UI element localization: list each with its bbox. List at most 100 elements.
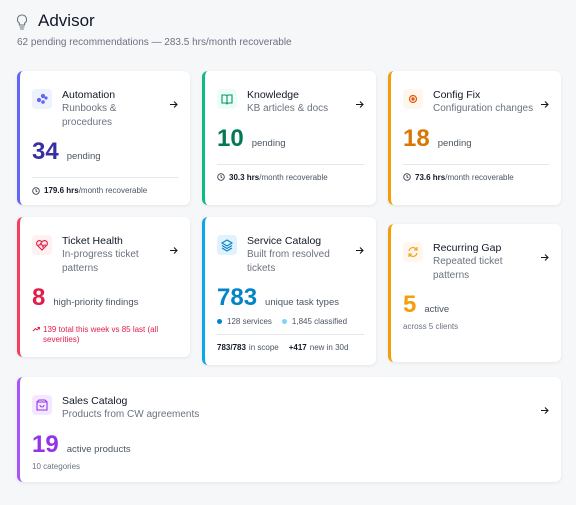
- card-subtitle: KB articles & docs: [247, 103, 329, 114]
- open-arrow[interactable]: [540, 249, 549, 267]
- metric-value: 19: [32, 430, 59, 458]
- stat-dot: [217, 319, 222, 324]
- card-header: Ticket Health In-progress ticket patterns: [32, 235, 178, 275]
- divider: [403, 163, 549, 165]
- card-text: Sales Catalog Products from CW agreements: [62, 395, 540, 422]
- card-title: Ticket Health: [62, 235, 123, 247]
- metric-value: 783: [217, 284, 258, 311]
- card-footer: 73.6 hrs/month recoverable: [403, 173, 549, 182]
- card-icon: [32, 395, 52, 415]
- footer-text: new in 30d: [309, 343, 349, 352]
- footer-strong: +417: [288, 343, 307, 352]
- card-subtitle: Products from CW agreements: [62, 409, 200, 420]
- stats-row: 128 services 1,845 classified: [217, 317, 364, 326]
- recommendation-card[interactable]: Automation Runbooks & procedures 34 pending 1…: [17, 71, 190, 205]
- icon-glyph: [408, 94, 418, 104]
- footer-text: /month recoverable: [259, 172, 328, 182]
- footer-strong: 30.3 hrs: [229, 172, 260, 182]
- card-icon: [217, 235, 237, 255]
- metric-row: 5 active: [403, 291, 549, 318]
- open-arrow[interactable]: [540, 96, 549, 114]
- metric-value: 5: [403, 291, 417, 318]
- recommendation-card[interactable]: Recurring Gap Repeated ticket patterns 5 act…: [388, 224, 561, 362]
- metric-unit: high-priority findings: [53, 297, 139, 308]
- card-footer: 179.6 hrs/month recoverable: [32, 186, 178, 195]
- open-arrow[interactable]: [169, 242, 178, 260]
- card-title: Service Catalog: [247, 235, 322, 247]
- card-header: Automation Runbooks & procedures: [32, 89, 178, 129]
- metric-unit: active: [424, 304, 450, 315]
- card-text: Automation Runbooks & procedures: [62, 89, 169, 129]
- recommendation-card[interactable]: Sales Catalog Products from CW agreements…: [17, 377, 561, 482]
- metric-value: 10: [217, 124, 244, 152]
- open-arrow[interactable]: [355, 242, 364, 260]
- icon-glyph: [221, 94, 233, 105]
- stat-text: 128 services: [227, 317, 272, 326]
- divider: [32, 177, 178, 178]
- card-title: Automation: [62, 89, 116, 101]
- icon-glyph: [408, 247, 418, 257]
- card-header: Config Fix Configuration changes: [403, 89, 549, 116]
- card-text: Config Fix Configuration changes: [433, 89, 540, 116]
- page-subtitle: 62 pending recommendations — 283.5 hrs/m…: [17, 37, 292, 48]
- card-subtitle: In-progress ticket: [62, 249, 139, 260]
- icon-glyph: [36, 399, 48, 411]
- footer-strong: 179.6 hrs: [44, 186, 79, 195]
- card-text: Knowledge KB articles & docs: [247, 89, 355, 116]
- metric-row: 783 unique task types: [217, 284, 364, 311]
- footer-item: 783/783 in scope: [217, 343, 279, 352]
- icon-glyph: [36, 240, 48, 251]
- stat-dot: [281, 319, 287, 324]
- card-note: 139 total this week vs 85 last (all seve…: [32, 325, 178, 345]
- stat-text: 1,845 classified: [291, 317, 348, 326]
- card-text: Recurring Gap Repeated ticket patterns: [433, 242, 540, 282]
- recommendation-card[interactable]: Config Fix Configuration changes 18 pending…: [388, 71, 561, 205]
- footer-item: 73.6 hrs/month recoverable: [403, 173, 514, 182]
- metric-unit: active products: [66, 443, 131, 455]
- note-text: 10 categories: [32, 461, 81, 471]
- stat: 128 services: [217, 317, 272, 326]
- card-subtitle: Built from resolved: [247, 249, 330, 260]
- card-subtitle: Configuration changes: [433, 103, 534, 114]
- card-subtitle: Runbooks &: [62, 103, 117, 114]
- card-header: Sales Catalog Products from CW agreements: [32, 395, 549, 422]
- card-title: Sales Catalog: [62, 395, 128, 407]
- divider: [217, 163, 364, 165]
- footer-text: in scope: [248, 343, 279, 352]
- card-header: Knowledge KB articles & docs: [217, 89, 364, 116]
- footer-text: /month recoverable: [445, 172, 514, 182]
- card-subtitle: patterns: [62, 262, 99, 274]
- recommendation-card[interactable]: Knowledge KB articles & docs 10 pending 30.3…: [202, 71, 376, 205]
- card-icon: [32, 89, 52, 109]
- metric-row: 34 pending: [32, 138, 178, 165]
- card-title: Config Fix: [433, 89, 481, 101]
- open-arrow[interactable]: [169, 96, 178, 114]
- open-arrow[interactable]: [540, 402, 549, 420]
- open-arrow[interactable]: [355, 96, 364, 114]
- recommendation-card[interactable]: Ticket Health In-progress ticket patterns 8…: [17, 217, 190, 357]
- card-subtitle: Repeated ticket: [433, 256, 503, 267]
- icon-glyph: [36, 93, 48, 104]
- card-footer: 30.3 hrs/month recoverable: [217, 173, 364, 182]
- metric-value: 8: [32, 284, 46, 311]
- card-icon: [32, 235, 52, 255]
- lightbulb-icon: [16, 14, 28, 30]
- card-title: Recurring Gap: [433, 242, 502, 254]
- icon-glyph: [220, 239, 234, 252]
- card-text: Service Catalog Built from resolved ticket…: [247, 235, 355, 275]
- metric-unit: pending: [251, 137, 286, 149]
- card-icon: [403, 89, 423, 109]
- metric-row: 18 pending: [403, 125, 549, 152]
- footer-text: /month recoverable: [78, 186, 148, 195]
- divider: [217, 334, 364, 335]
- footer-item: +417 new in 30d: [289, 343, 349, 352]
- footer-strong: 73.6 hrs: [415, 172, 446, 182]
- card-subtitle: tickets: [247, 262, 276, 274]
- metric-unit: pending: [66, 151, 101, 162]
- card-title: Knowledge: [247, 89, 299, 101]
- footer-strong: 783/783: [217, 343, 246, 352]
- card-subtitle: patterns: [433, 269, 470, 281]
- metric-unit: pending: [437, 137, 472, 149]
- recommendation-card[interactable]: Service Catalog Built from resolved ticket…: [202, 217, 376, 365]
